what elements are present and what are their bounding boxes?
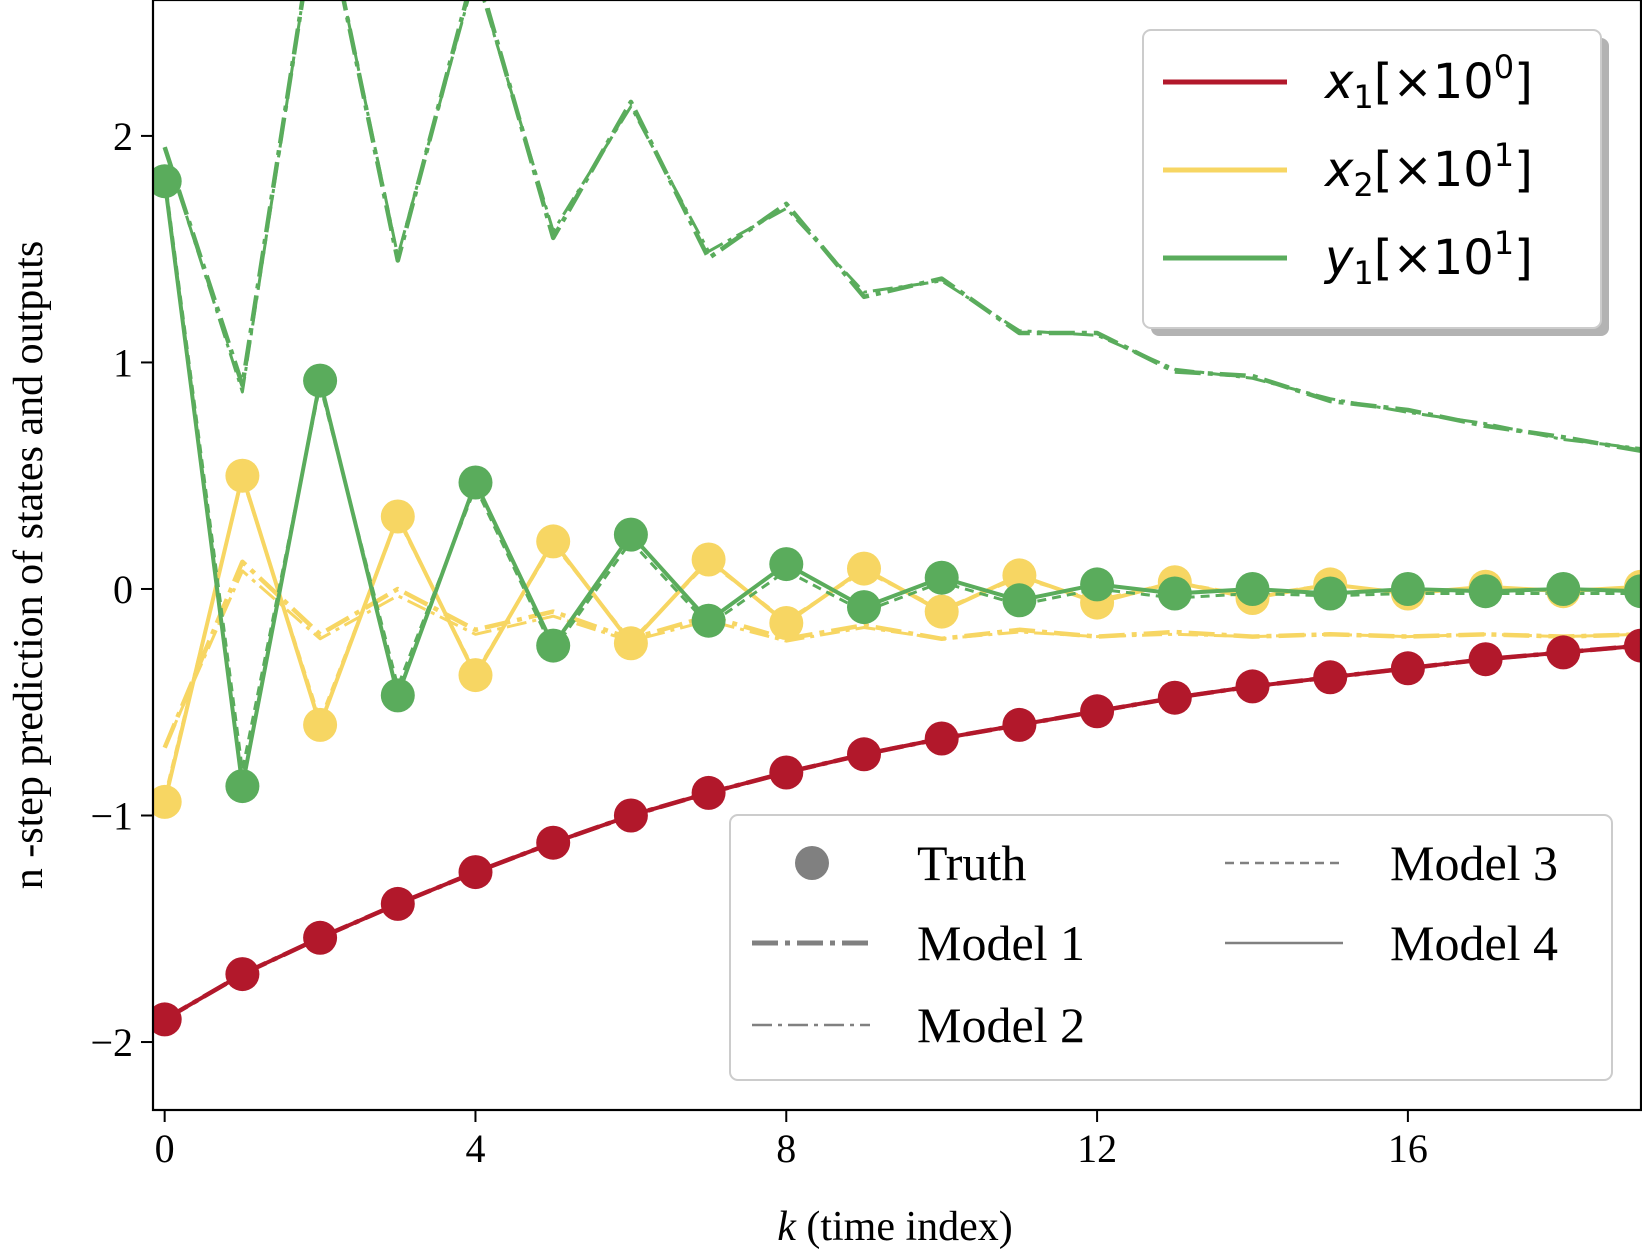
line-x2-model1 bbox=[162, 559, 1641, 749]
truth-point-x1-12 bbox=[1080, 694, 1115, 729]
truth-point-y1-17 bbox=[1468, 574, 1503, 609]
style-legend-label-model-2: Model 2 bbox=[917, 997, 1085, 1053]
truth-point-x1-8 bbox=[769, 755, 804, 790]
x-axis-label: k (time index) bbox=[777, 1204, 1013, 1250]
truth-point-y1-8 bbox=[769, 547, 804, 582]
truth-point-y1-6 bbox=[613, 517, 648, 552]
truth-point-y1-0 bbox=[153, 164, 182, 199]
truth-point-x1-17 bbox=[1468, 642, 1503, 677]
truth-point-y1-14 bbox=[1235, 572, 1270, 606]
series-legend-label-x1: x1[×100] bbox=[1323, 48, 1533, 116]
style-legend-swatch-truth bbox=[795, 846, 829, 880]
series-legend: x1[×100] x2[×101] y1[×101] bbox=[1142, 29, 1609, 336]
style-legend-label-truth: Truth bbox=[917, 835, 1026, 891]
truth-point-x2-2 bbox=[303, 707, 338, 742]
truth-point-y1-1 bbox=[225, 769, 260, 804]
x-tick-label: 0 bbox=[155, 1126, 175, 1171]
truth-point-x1-5 bbox=[536, 825, 571, 860]
truth-point-y1-5 bbox=[536, 628, 571, 663]
y-tick-label: −2 bbox=[90, 1020, 133, 1065]
truth-point-x2-4 bbox=[458, 658, 493, 693]
truth-point-x1-15 bbox=[1313, 660, 1348, 695]
truth-point-y1-10 bbox=[924, 560, 959, 595]
line-y1-model1 bbox=[162, 0, 1641, 454]
style-legend-box bbox=[729, 814, 1613, 1081]
style-legend: Truth Model 1 Model 2 Model 3 Model 4 bbox=[729, 814, 1613, 1081]
y-tick-label: −1 bbox=[90, 794, 133, 839]
style-legend-label-model-3: Model 3 bbox=[1390, 835, 1558, 891]
truth-point-y1-12 bbox=[1080, 567, 1115, 602]
truth-point-x2-9 bbox=[847, 551, 881, 586]
truth-point-y1-18 bbox=[1546, 572, 1581, 606]
y-tick-label: 2 bbox=[113, 114, 133, 159]
truth-point-x2-0 bbox=[153, 784, 182, 819]
truth-point-x2-6 bbox=[613, 626, 648, 661]
y-tick-label: 0 bbox=[113, 567, 133, 612]
truth-point-y1-3 bbox=[380, 678, 415, 713]
x-tick-label: 8 bbox=[776, 1126, 796, 1171]
truth-point-x1-18 bbox=[1546, 635, 1581, 670]
truth-point-y1-19 bbox=[1624, 574, 1641, 609]
truth-point-x2-10 bbox=[924, 594, 959, 629]
style-legend-label-model-4: Model 4 bbox=[1390, 915, 1558, 971]
truth-point-y1-2 bbox=[303, 363, 338, 398]
series-legend-box bbox=[1142, 29, 1602, 329]
truth-point-x2-11 bbox=[1002, 558, 1037, 593]
truth-point-x1-10 bbox=[924, 721, 959, 756]
truth-point-x1-19 bbox=[1624, 628, 1641, 663]
truth-point-x1-6 bbox=[613, 798, 648, 833]
truth-point-x1-4 bbox=[458, 855, 493, 890]
truth-point-x2-8 bbox=[769, 606, 804, 640]
plot-frame bbox=[151, 0, 1642, 1112]
truth-point-y1-16 bbox=[1390, 572, 1425, 606]
truth-point-y1-7 bbox=[691, 603, 726, 638]
y-axis-label: n -step prediction of states and outputs bbox=[6, 241, 52, 890]
truth-point-x1-14 bbox=[1235, 669, 1270, 704]
truth-point-x1-11 bbox=[1002, 707, 1037, 742]
truth-point-x2-1 bbox=[225, 458, 260, 493]
y-tick-label: 1 bbox=[113, 340, 133, 385]
truth-point-x2-5 bbox=[536, 524, 571, 559]
truth-point-y1-13 bbox=[1157, 576, 1192, 611]
truth-point-x1-0 bbox=[153, 1002, 182, 1037]
truth-point-y1-15 bbox=[1313, 576, 1348, 611]
truth-point-y1-9 bbox=[847, 590, 881, 625]
truth-point-x1-3 bbox=[380, 886, 415, 921]
line-y1-model3 bbox=[163, 176, 1641, 772]
line-x2-model2 bbox=[163, 569, 1641, 749]
truth-point-x1-2 bbox=[303, 920, 338, 955]
truth-point-x1-7 bbox=[691, 775, 726, 810]
truth-point-x2-7 bbox=[691, 542, 726, 577]
truth-point-x2-3 bbox=[380, 499, 415, 534]
x-tick-label: 4 bbox=[465, 1126, 485, 1171]
truth-point-y1-11 bbox=[1002, 583, 1037, 618]
truth-point-x1-13 bbox=[1157, 680, 1192, 715]
style-legend-label-model-1: Model 1 bbox=[917, 915, 1085, 971]
series-legend-label-y1: y1[×101] bbox=[1323, 224, 1533, 292]
series-legend-label-x2: x2[×101] bbox=[1323, 136, 1533, 204]
truth-point-y1-4 bbox=[458, 465, 493, 500]
x-tick-label: 12 bbox=[1077, 1126, 1117, 1171]
truth-point-x1-16 bbox=[1390, 651, 1425, 686]
truth-markers bbox=[153, 164, 1641, 1037]
truth-point-x1-1 bbox=[225, 957, 260, 992]
x-axis-label-var: k bbox=[777, 1204, 797, 1250]
truth-point-x1-9 bbox=[847, 737, 881, 772]
x-axis-label-rest: (time index) bbox=[796, 1204, 1013, 1250]
x-tick-label: 16 bbox=[1388, 1126, 1428, 1171]
